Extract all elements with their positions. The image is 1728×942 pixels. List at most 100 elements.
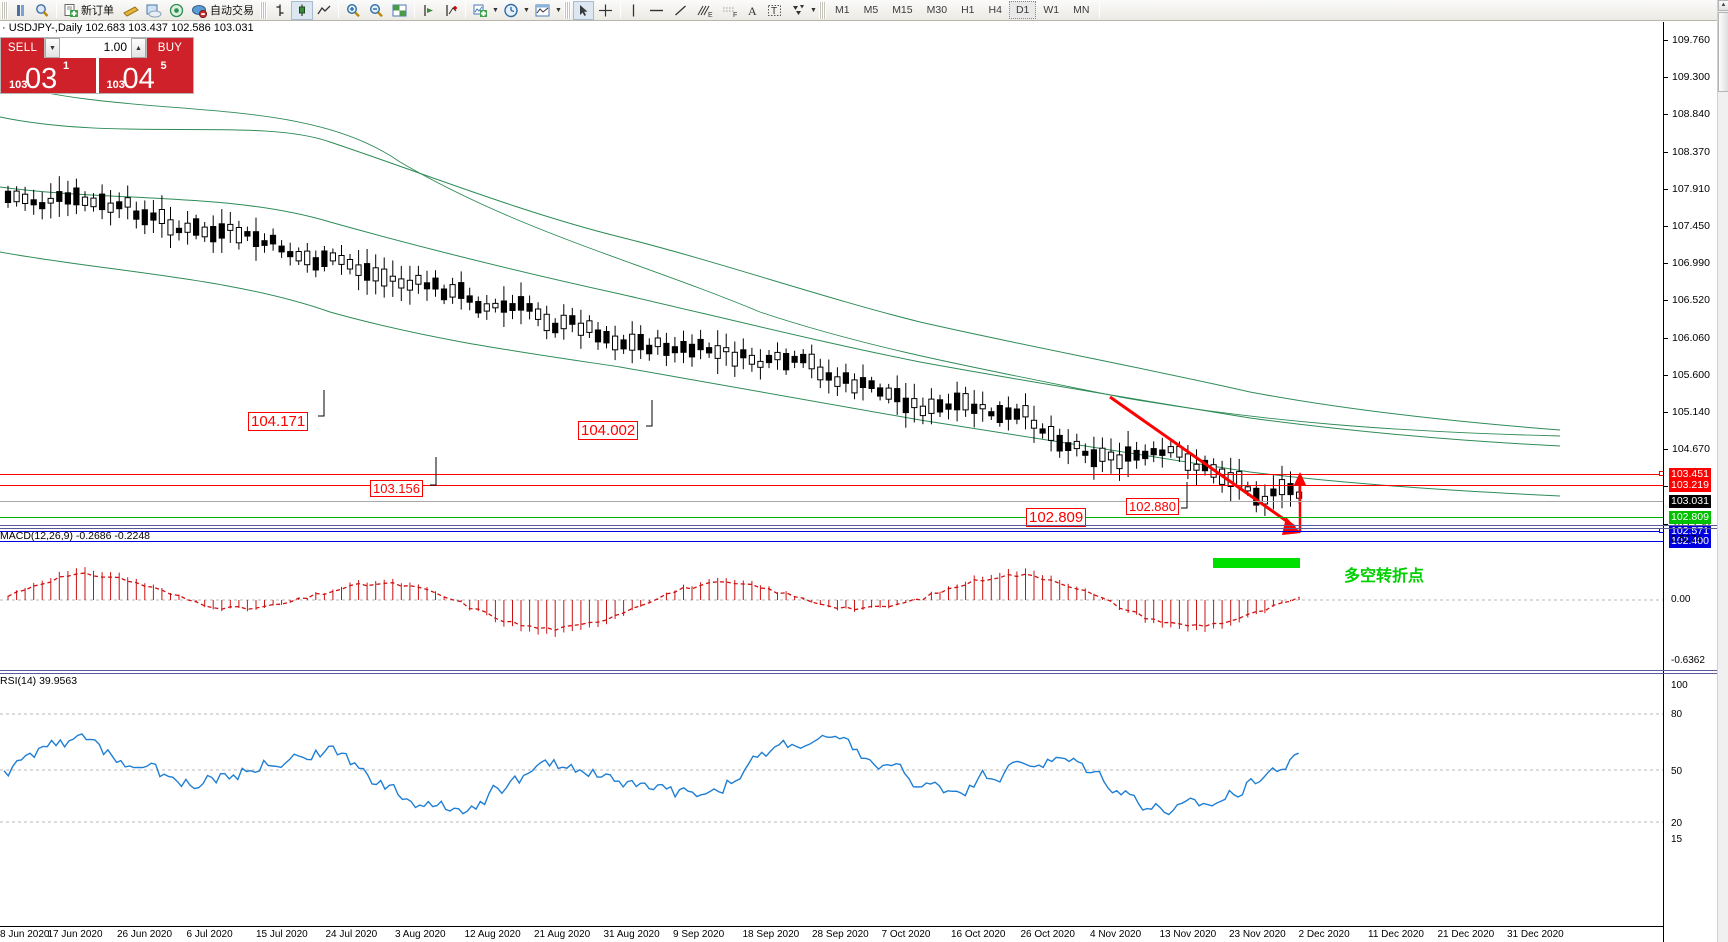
- price-level-line-102571[interactable]: [0, 531, 1663, 532]
- line-chart-icon[interactable]: [313, 1, 335, 20]
- channel-icon[interactable]: F: [717, 1, 742, 20]
- toolbar-separator: [56, 2, 57, 18]
- date-axis-tick: 28 Sep 2020: [812, 929, 869, 940]
- price-level-line-102400[interactable]: [0, 541, 1663, 542]
- buy-button[interactable]: BUY: [147, 38, 193, 58]
- auto-scroll-icon[interactable]: [440, 1, 462, 20]
- price-level-line-103451[interactable]: [0, 474, 1663, 475]
- gold-bar-icon[interactable]: [119, 1, 142, 20]
- price-tag-last-price: 103.031: [1669, 495, 1711, 508]
- price-axis-tick: 105.600: [1664, 369, 1728, 381]
- zoom-out-icon[interactable]: [365, 1, 388, 20]
- annotation-leader-104171: [318, 390, 325, 417]
- timeframe-button-h4[interactable]: H4: [988, 4, 1002, 16]
- search-icon[interactable]: [31, 1, 53, 20]
- date-axis-tick: 31 Dec 2020: [1507, 929, 1564, 940]
- bar-chart-icon[interactable]: [269, 1, 291, 20]
- price-tag-order-level[interactable]: 103.219: [1669, 479, 1711, 492]
- timeframe-button-m15[interactable]: M15: [892, 4, 913, 16]
- expert-advisor-icon[interactable]: [10, 1, 31, 20]
- annotation-label-104171[interactable]: 104.171: [248, 412, 309, 431]
- timeframe-button-w1[interactable]: W1: [1043, 4, 1060, 16]
- price-level-line-103219[interactable]: [0, 485, 1663, 486]
- rsi-scale-15: 15: [1671, 834, 1683, 845]
- annotation-leader-102880: [1181, 482, 1188, 509]
- period-clock-icon[interactable]: [500, 1, 522, 20]
- toolbar-grip-3[interactable]: [564, 1, 571, 19]
- volume-input[interactable]: 1.00: [103, 40, 127, 54]
- toolbar-separator-3: [414, 2, 415, 18]
- volume-stepper[interactable]: ▼ 1.00 ▲: [44, 38, 147, 58]
- fibonacci-icon[interactable]: E: [692, 1, 717, 20]
- text-box-icon[interactable]: T: [763, 1, 786, 20]
- candlestick-chart-icon[interactable]: [291, 0, 313, 20]
- toolbar-grip[interactable]: [1, 1, 8, 19]
- date-axis-tick: 8 Jun 2020: [0, 929, 50, 940]
- toolbar-separator-2: [338, 2, 339, 18]
- timeframe-button-h1[interactable]: H1: [961, 4, 975, 16]
- annotation-leader-103156: [430, 457, 437, 486]
- price-tag-support-level[interactable]: 102.809: [1669, 511, 1711, 524]
- main-toolbar: 新订单 自动交易 ▼ ▼: [0, 0, 1728, 21]
- price-axis-tick: 107.910: [1664, 183, 1728, 195]
- date-axis-tick: 6 Jul 2020: [186, 929, 233, 940]
- vertical-line-icon[interactable]: [624, 1, 644, 20]
- price-axis-tick: 109.760: [1664, 34, 1728, 46]
- date-axis-tick: 4 Nov 2020: [1090, 929, 1142, 940]
- sell-price-display[interactable]: 103 03 1: [1, 58, 96, 95]
- macd-scale-top: 0.5074: [1671, 534, 1702, 545]
- support-level-line-102809[interactable]: [0, 517, 1663, 518]
- buy-price-display[interactable]: 103 04 5: [95, 58, 193, 95]
- zoom-in-icon[interactable]: [342, 1, 365, 20]
- annotation-chinese-note[interactable]: 多空转折点: [1344, 566, 1425, 585]
- price-tag-order-level[interactable]: 103.451: [1669, 468, 1711, 481]
- shapes-icon[interactable]: [786, 1, 809, 20]
- grid-icon[interactable]: [388, 1, 411, 20]
- text-label-icon[interactable]: A: [742, 1, 763, 20]
- trendline-icon[interactable]: [669, 1, 692, 20]
- indicator-dropdown-arrow-icon[interactable]: ▼: [492, 6, 499, 14]
- volume-up-button[interactable]: ▲: [131, 38, 146, 58]
- timeframe-button-d1[interactable]: D1: [1008, 1, 1037, 19]
- price-axis-tick: 105.140: [1664, 406, 1728, 418]
- indicator-add-icon[interactable]: [469, 1, 491, 20]
- timeframe-button-m30[interactable]: M30: [926, 4, 948, 16]
- horizontal-line-icon[interactable]: [644, 1, 669, 20]
- annotation-label-104002[interactable]: 104.002: [578, 421, 639, 440]
- scrollbar-thumb[interactable]: [1718, 12, 1728, 92]
- timeframe-button-m1[interactable]: M1: [835, 4, 850, 16]
- volume-down-button[interactable]: ▼: [45, 38, 60, 58]
- templates-icon[interactable]: [531, 1, 554, 20]
- annotation-label-103156[interactable]: 103.156: [370, 480, 423, 497]
- macd-pane-separator[interactable]: [0, 525, 1728, 526]
- macd-scale-mid: 0.00: [1671, 594, 1691, 605]
- data-window-icon[interactable]: [142, 1, 165, 20]
- vertical-scrollbar[interactable]: ▲: [1717, 0, 1728, 942]
- shift-end-icon[interactable]: [418, 1, 440, 20]
- scroll-up-button[interactable]: ▲: [1718, 0, 1728, 11]
- toolbar-grip-2[interactable]: [260, 1, 267, 19]
- period-dropdown-arrow-icon[interactable]: ▼: [523, 6, 530, 14]
- auto-trading-button[interactable]: 自动交易: [188, 1, 259, 20]
- cursor-icon[interactable]: [573, 0, 594, 20]
- annotation-label-102880[interactable]: 102.880: [1126, 498, 1179, 515]
- timeframe-button-m5[interactable]: M5: [863, 4, 879, 16]
- shapes-dropdown-arrow-icon[interactable]: ▼: [810, 6, 817, 14]
- sell-button[interactable]: SELL: [1, 38, 44, 58]
- signals-icon[interactable]: [165, 1, 188, 20]
- price-axis-tick: 106.060: [1664, 332, 1728, 344]
- chart-area[interactable]: 104.171 104.002 103.156 102.809 102.880 …: [0, 22, 1728, 942]
- templates-dropdown-arrow-icon[interactable]: ▼: [555, 6, 562, 14]
- macd-pane-canvas: [0, 567, 1663, 637]
- macd-scale-bottom: -0.6362: [1671, 655, 1705, 666]
- one-click-trading-panel[interactable]: SELL ▼ 1.00 ▲ BUY 103 03 1 103 04 5: [0, 37, 194, 95]
- timeframe-button-mn[interactable]: MN: [1073, 4, 1090, 16]
- toolbar-grip-4[interactable]: [819, 1, 826, 19]
- rsi-pane-separator[interactable]: [0, 670, 1728, 671]
- annotation-leader-104002: [646, 400, 653, 427]
- annotation-label-102809[interactable]: 102.809: [1026, 508, 1087, 527]
- crosshair-icon[interactable]: [594, 1, 617, 20]
- new-order-button[interactable]: 新订单: [60, 1, 119, 20]
- price-tag-order-level[interactable]: 102.400: [1669, 535, 1711, 548]
- date-axis[interactable]: 8 Jun 2020 17 Jun 2020 26 Jun 2020 6 Jul 20…: [0, 926, 1663, 942]
